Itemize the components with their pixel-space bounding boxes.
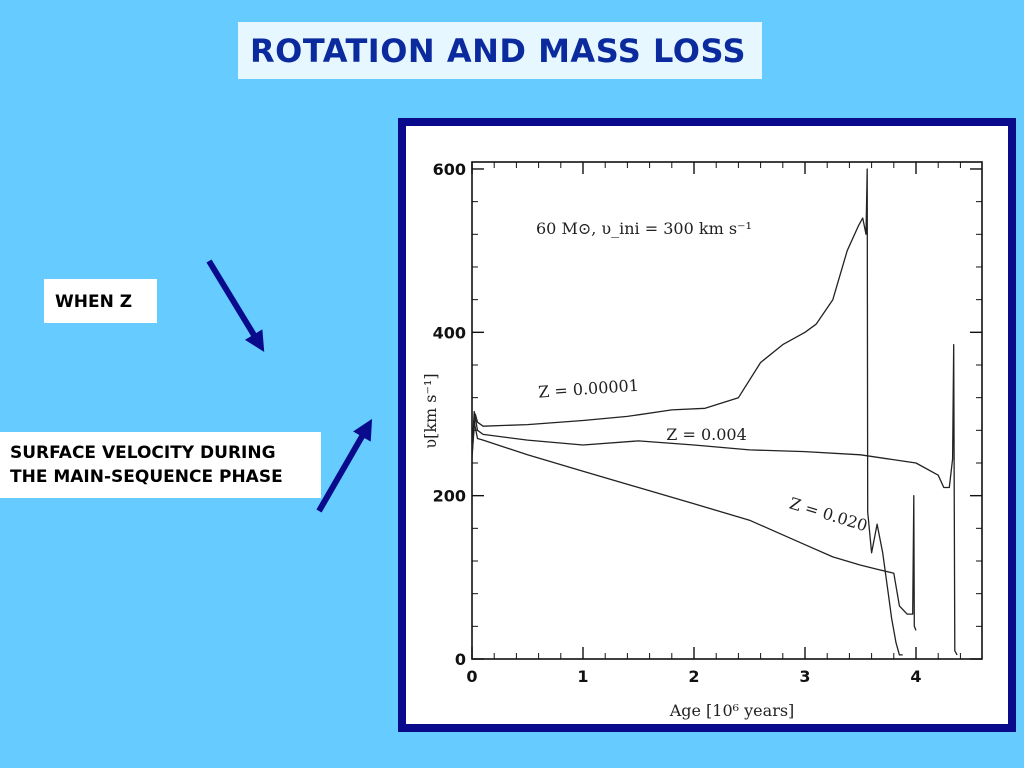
surface-velocity-line2: THE MAIN-SEQUENCE PHASE [10, 467, 283, 487]
series-line-0 [471, 168, 903, 656]
series-label-2: Z = 0.020 [787, 494, 870, 536]
chart-annotation: 60 M⊙, υ_ini = 300 km s⁻¹ [536, 219, 752, 238]
y-tick-label: 0 [455, 650, 466, 669]
x-tick-label: 4 [910, 667, 921, 686]
ticks-group: 0 1 2 3 4 0 200 400 600 [433, 160, 982, 686]
series-labels-group: Z = 0.00001 Z = 0.004 Z = 0.020 [538, 376, 870, 536]
slide-title: ROTATION AND MASS LOSS [250, 31, 747, 70]
arrow-up-right-icon [316, 418, 373, 513]
x-tick-label: 3 [799, 667, 810, 686]
series-label-1: Z = 0.004 [666, 425, 747, 444]
x-axis-label: Age [10⁶ years] [669, 701, 795, 720]
y-tick-label: 200 [433, 487, 466, 506]
x-tick-label: 2 [688, 667, 699, 686]
when-z-text: WHEN Z [55, 292, 133, 312]
arrow-down-right-icon [206, 259, 265, 352]
series-label-0: Z = 0.00001 [538, 376, 640, 402]
surface-velocity-label: SURFACE VELOCITY DURING THE MAIN-SEQUENC… [0, 432, 321, 498]
title-box: ROTATION AND MASS LOSS [238, 22, 762, 79]
y-tick-label: 600 [433, 160, 466, 179]
y-tick-label: 400 [433, 323, 466, 342]
plot-area [471, 161, 983, 660]
series-line-1 [471, 343, 958, 656]
y-axis-label: υ[km s⁻¹] [421, 373, 440, 448]
surface-velocity-line1: SURFACE VELOCITY DURING [10, 443, 276, 463]
when-z-label: WHEN Z [44, 279, 157, 323]
series-lines-group [471, 168, 958, 656]
chart-frame: 0 1 2 3 4 0 200 400 600 Z = 0.00001 Z = 0.004 Z = … [398, 118, 1016, 732]
x-tick-label: 0 [466, 667, 477, 686]
series-line-2 [471, 421, 917, 631]
x-tick-label: 1 [577, 667, 588, 686]
